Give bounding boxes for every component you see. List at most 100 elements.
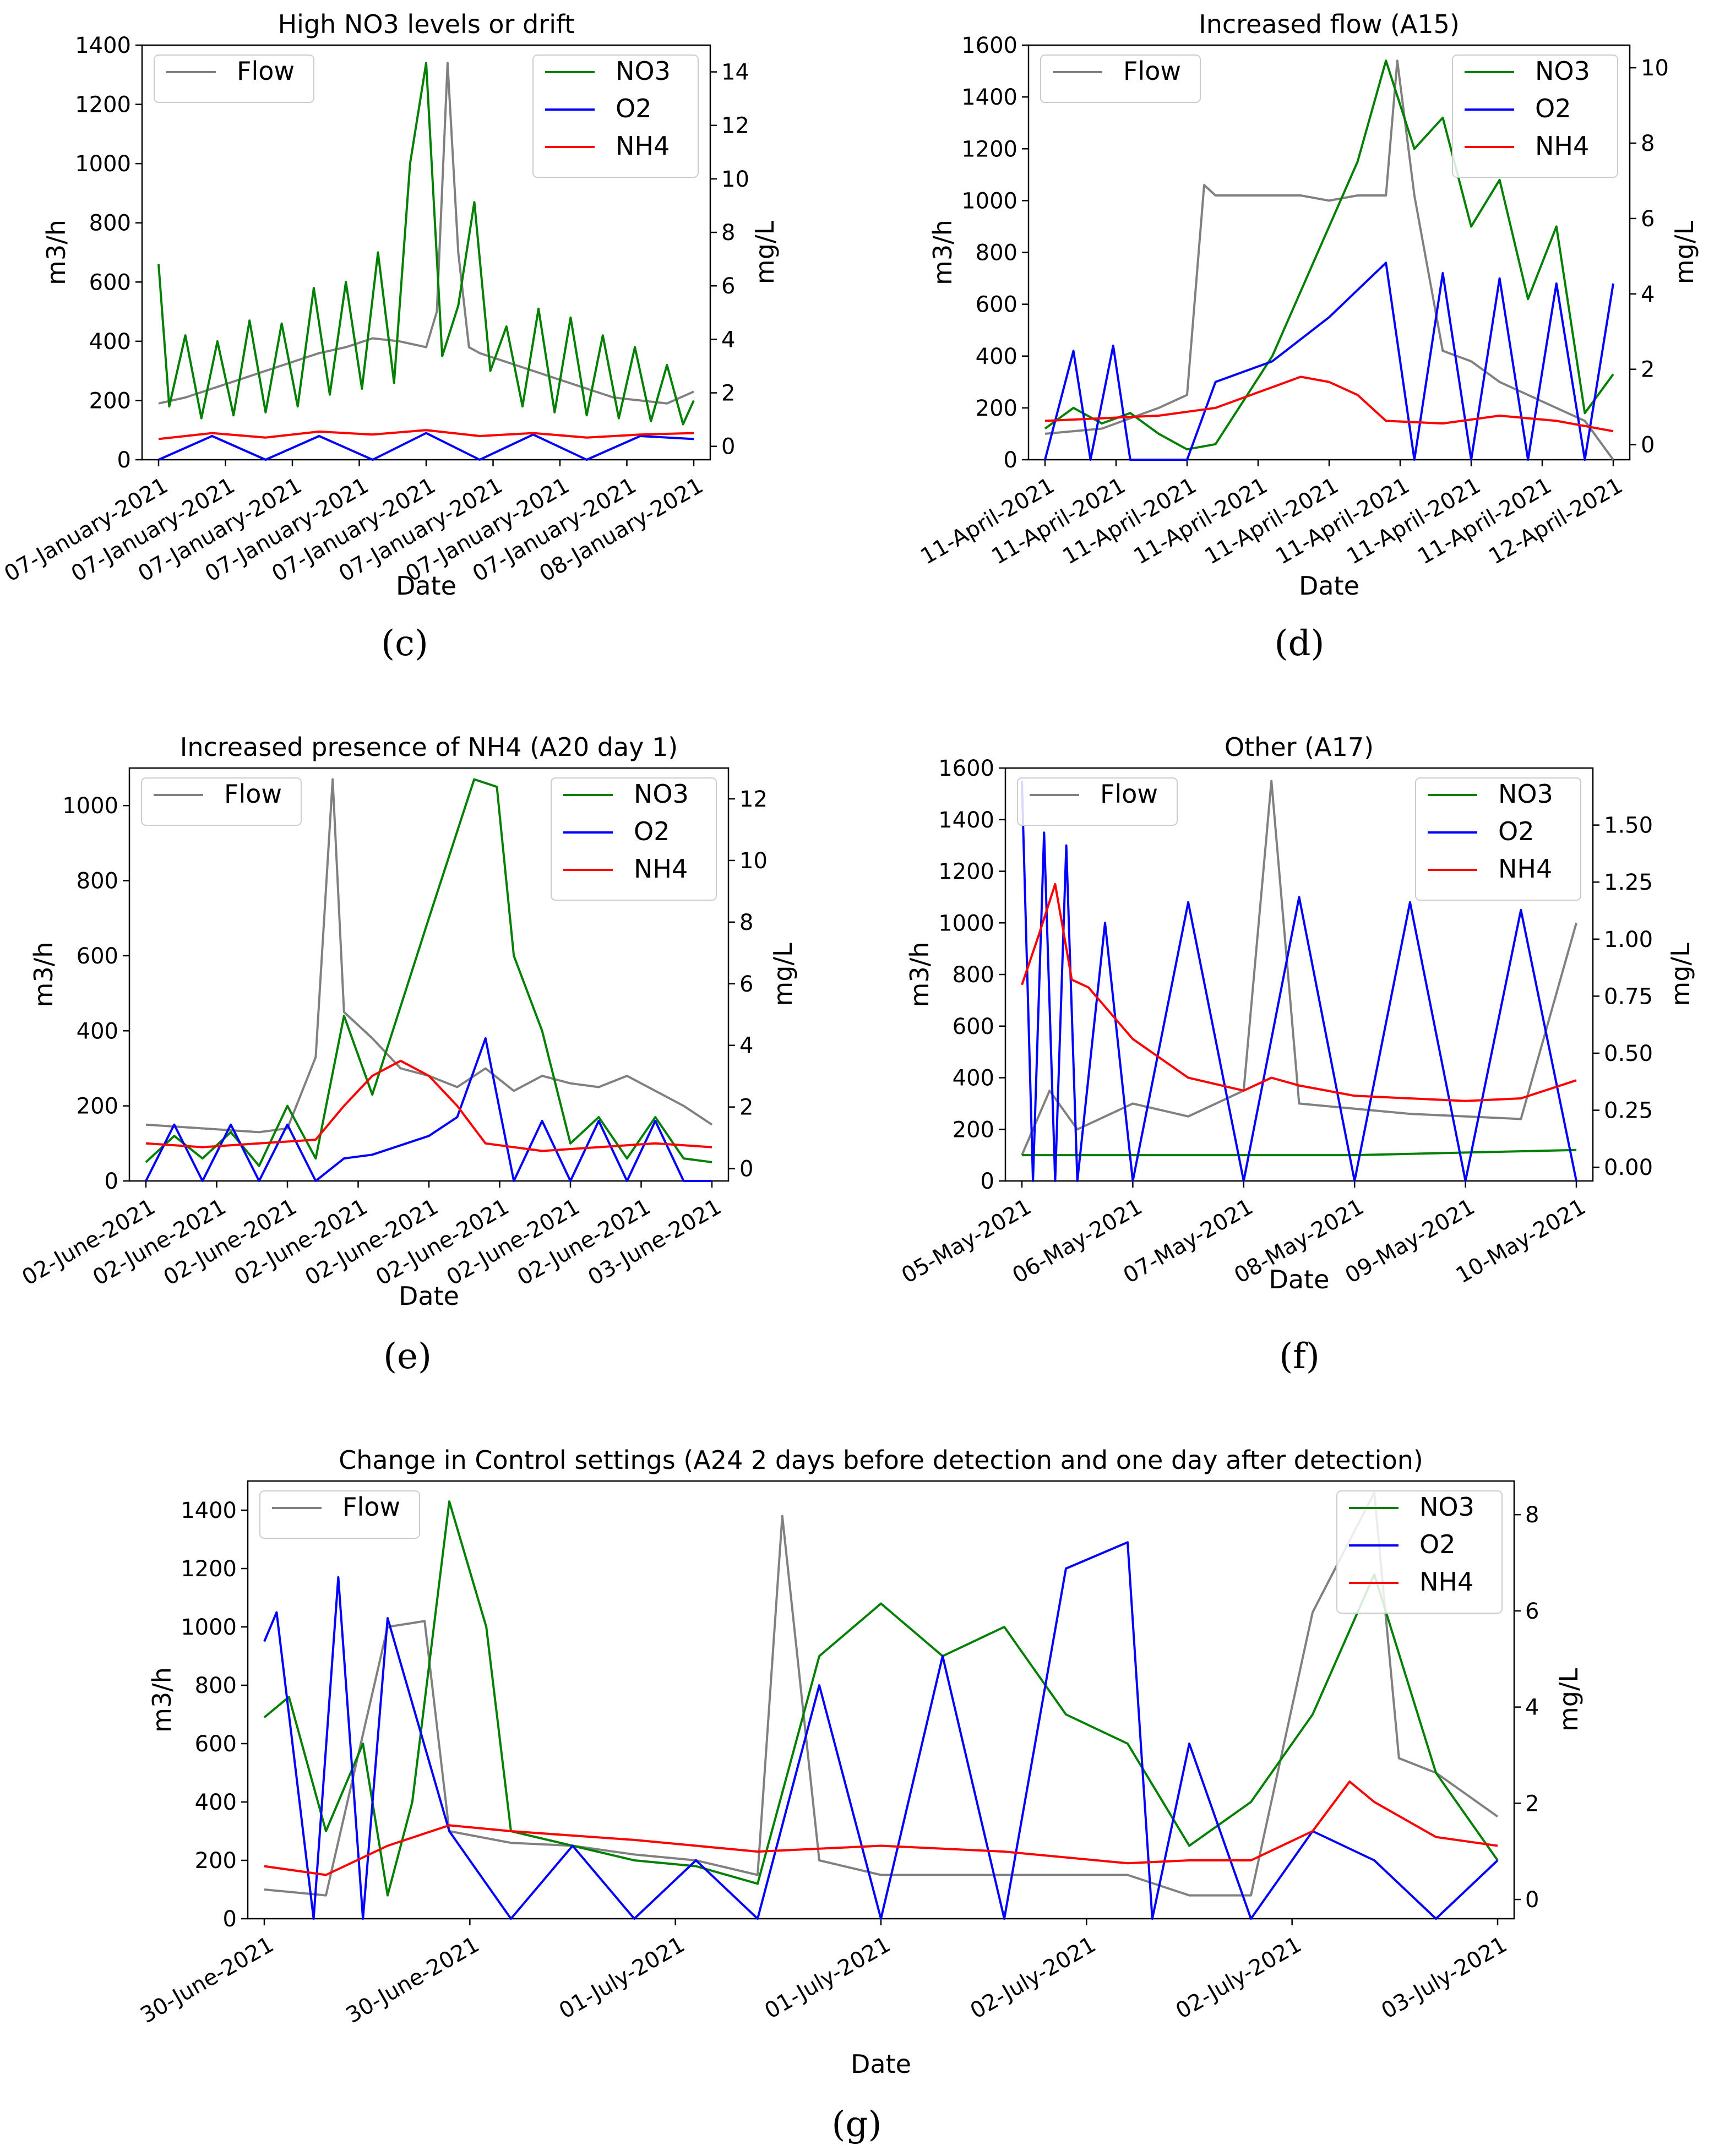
chart-2: Increased presence of NH4 (A20 day 1)020… — [18, 732, 798, 1311]
y-tick-label: 600 — [953, 1014, 994, 1039]
x-axis-label: Date — [851, 2049, 911, 2079]
y-tick-label: 200 — [77, 1094, 118, 1119]
legend-label-nh4: NH4 — [616, 131, 670, 161]
y-tick-label: 400 — [89, 329, 131, 355]
series-line-nh4 — [1021, 883, 1577, 1102]
x-axis-label: Date — [1299, 571, 1359, 601]
chart-0: High NO3 levels or drift0200400600800100… — [0, 9, 780, 601]
y2-tick-label: 10 — [721, 167, 749, 192]
y-tick-label: 0 — [981, 1169, 994, 1194]
y-tick-label: 1400 — [181, 1498, 237, 1523]
y-tick-label: 1400 — [961, 85, 1017, 110]
y2-tick-label: 14 — [721, 60, 749, 85]
y2-tick-label: 0.75 — [1604, 984, 1653, 1009]
y-tick-label: 0 — [105, 1169, 118, 1194]
legend-label-nh4: NH4 — [1535, 131, 1589, 161]
y-axis-label: m3/h — [29, 942, 58, 1008]
chart-1: Increased flow (A15) 0 200 400 600 800 1000 120… — [916, 9, 1699, 601]
x-tick-label: 01-July-2021 — [760, 1932, 895, 2024]
y-tick-label: 1000 — [62, 793, 118, 819]
y2-tick-label: 2 — [721, 381, 735, 406]
y2-tick-label: 1.25 — [1604, 870, 1653, 895]
y-tick-label: 200 — [976, 396, 1017, 421]
y2-tick-label: 2 — [739, 1095, 753, 1120]
y2-axis-label: mg/L — [750, 221, 780, 285]
x-tick-label: 02-July-2021 — [966, 1932, 1100, 2024]
series-line-nh4 — [264, 1780, 1498, 1876]
y2-tick-label: 4 — [721, 327, 735, 352]
y2-tick-label: 10 — [739, 848, 768, 874]
series-line-o2 — [263, 1541, 1499, 1920]
y2-tick-label: 0.00 — [1604, 1155, 1653, 1180]
y-tick-label: 1000 — [75, 151, 131, 177]
chart-title: Change in Control settings (A24 2 days b… — [339, 1445, 1423, 1475]
legend-label-nh4: NH4 — [1419, 1567, 1473, 1597]
y2-tick-label: 12 — [739, 787, 768, 812]
y2-tick-label: 0 — [739, 1157, 753, 1182]
legend-label-o2: O2 — [1419, 1529, 1455, 1559]
y-axis-label: m3/h — [928, 220, 957, 285]
legend-label-no3: NO3 — [616, 56, 671, 86]
y-tick-label: 1200 — [75, 92, 131, 118]
x-tick-label: 02-July-2021 — [1172, 1932, 1306, 2024]
y2-tick-label: 4 — [1525, 1695, 1539, 1721]
legend-box — [141, 777, 302, 826]
y-tick-label: 600 — [89, 270, 131, 295]
legend-label-no3: NO3 — [1419, 1492, 1474, 1522]
legend-box — [259, 1490, 420, 1539]
y2-tick-label: 1.00 — [1604, 927, 1653, 952]
legend-label-nh4: NH4 — [634, 854, 688, 884]
y-tick-label: 200 — [953, 1117, 994, 1142]
y-tick-label: 600 — [195, 1732, 237, 1757]
legend-label-flow: Flow — [237, 56, 295, 86]
x-tick-label: 30-June-2021 — [342, 1932, 484, 2028]
legend-label-no3: NO3 — [1498, 779, 1553, 809]
y2-tick-label: 6 — [1525, 1599, 1539, 1624]
y2-tick-label: 10 — [1641, 56, 1669, 81]
y-tick-label: 1600 — [961, 33, 1017, 58]
series-line-flow — [1044, 59, 1614, 461]
series-line-o2 — [1021, 781, 1577, 1182]
y-tick-label: 1000 — [938, 911, 994, 936]
series-line-nh4 — [1044, 375, 1614, 433]
y-tick-label: 400 — [976, 344, 1017, 369]
legend-label-flow: Flow — [1100, 779, 1158, 809]
series-line-nh4 — [158, 429, 694, 440]
legend-label-o2: O2 — [616, 94, 651, 123]
y2-axis-label: mg/L — [768, 943, 798, 1006]
y2-tick-label: 6 — [1641, 206, 1655, 232]
series-line-no3 — [263, 1500, 1499, 1897]
y2-tick-label: 4 — [739, 1033, 753, 1059]
y2-tick-label: 0.25 — [1604, 1098, 1653, 1124]
y2-tick-label: 8 — [1525, 1502, 1539, 1528]
x-tick-label: 01-July-2021 — [555, 1932, 689, 2024]
y2-tick-label: 0 — [1641, 433, 1655, 458]
y-tick-label: 1200 — [938, 859, 994, 885]
y-tick-label: 1600 — [938, 756, 994, 781]
y2-tick-label: 2 — [1641, 357, 1655, 383]
y-tick-label: 1200 — [961, 137, 1017, 162]
y-tick-label: 400 — [77, 1019, 118, 1044]
y-tick-label: 0 — [117, 448, 131, 473]
y-tick-label: 200 — [89, 388, 131, 413]
series-line-no3 — [157, 62, 695, 426]
legend-box — [1040, 55, 1201, 103]
series-line-no3 — [1044, 59, 1614, 451]
y-tick-label: 400 — [195, 1790, 237, 1815]
y2-tick-label: 6 — [721, 274, 735, 299]
chart-title: Other (A17) — [1225, 732, 1374, 762]
y2-tick-label: 8 — [1641, 131, 1655, 156]
y-tick-label: 1000 — [181, 1615, 237, 1640]
chart-4: Change in Control settings (A24 2 days b… — [136, 1445, 1584, 2079]
y-tick-label: 1200 — [181, 1556, 237, 1582]
y-axis-label: m3/h — [147, 1667, 177, 1733]
y-axis-label: m3/h — [41, 220, 71, 285]
plot-frame — [247, 1480, 1515, 1920]
y2-tick-label: 1.50 — [1604, 813, 1653, 839]
legend-box — [1017, 777, 1178, 826]
y-tick-label: 0 — [1004, 448, 1017, 473]
panel-label-g: (g) — [832, 2104, 882, 2145]
y-tick-label: 200 — [195, 1848, 237, 1874]
legend-label-nh4: NH4 — [1498, 854, 1552, 884]
y-tick-label: 600 — [77, 944, 118, 969]
